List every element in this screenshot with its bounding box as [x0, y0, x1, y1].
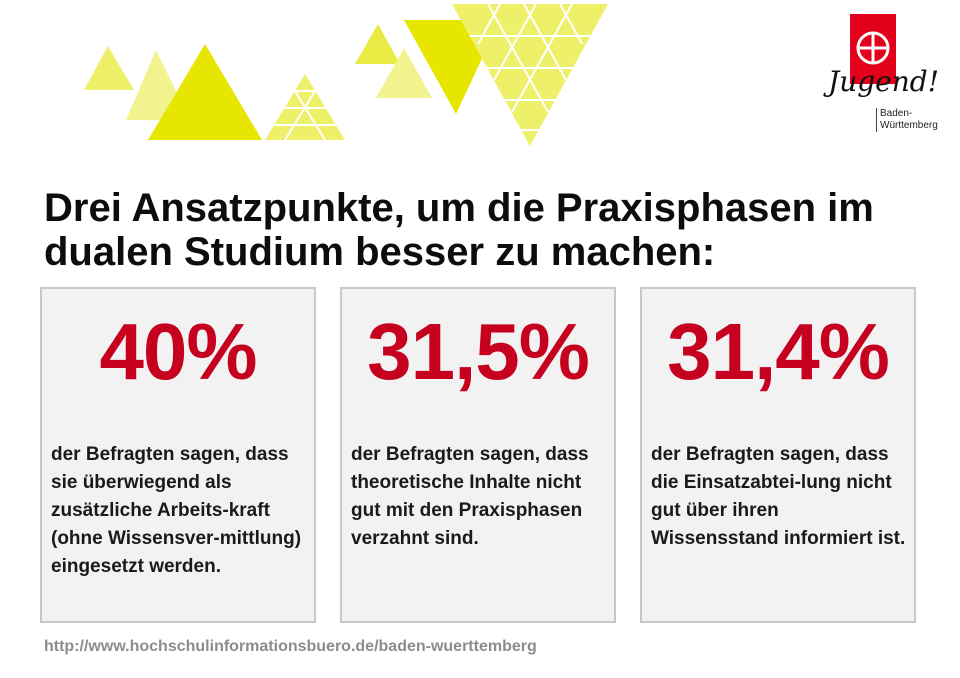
stat-panel-1: 40% der Befragten sagen, dass sie überwi…	[40, 287, 316, 623]
stat-description: der Befragten sagen, dass die Einsatzabt…	[651, 444, 906, 549]
stat-percent: 31,5%	[367, 307, 590, 396]
stat-percent: 40%	[99, 307, 257, 396]
stat-description: der Befragten sagen, dass theoretische I…	[351, 444, 589, 549]
igm-jugend-logo: Jugend! Baden- Württemberg	[828, 14, 943, 139]
logo-region-line1: Baden-	[880, 108, 913, 119]
stat-percent: 31,4%	[667, 307, 890, 396]
stat-panel-2: 31,5% der Befragten sagen, dass theoreti…	[340, 287, 616, 623]
stat-description: der Befragten sagen, dass sie überwiegen…	[51, 444, 302, 577]
decorative-triangles	[84, 3, 608, 146]
page-title: Drei Ansatzpunkte, um die Praxisphasen i…	[44, 186, 874, 274]
stat-panel-3: 31,4% der Befragten sagen, dass die Eins…	[640, 287, 916, 623]
logo-jugend-script: Jugend!	[828, 65, 939, 98]
igm-logo-icon	[850, 14, 896, 84]
source-url: http://www.hochschulinformationsbuero.de…	[44, 638, 537, 655]
logo-region-line2: Württemberg	[880, 120, 938, 131]
logo-region-text: Baden- Württemberg	[876, 108, 938, 132]
